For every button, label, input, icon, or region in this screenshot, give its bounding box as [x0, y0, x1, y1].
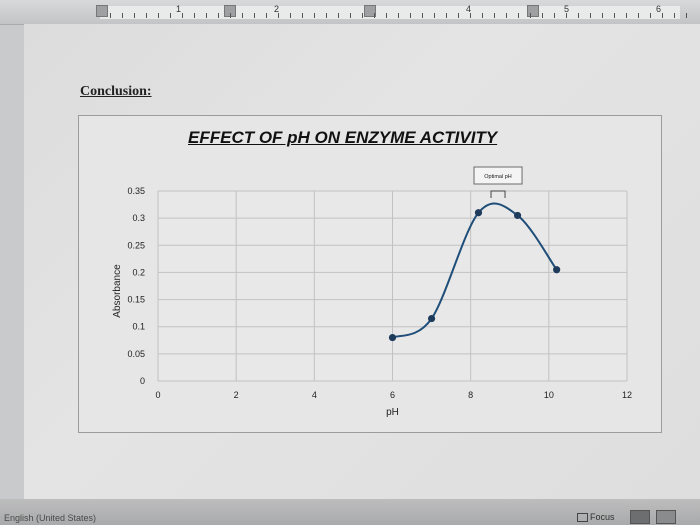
- ruler-tick: [278, 13, 279, 18]
- x-tick-label: 4: [312, 390, 317, 400]
- y-tick-label: 0.25: [127, 240, 145, 250]
- ruler-tick: [122, 13, 123, 18]
- ruler-tick: [146, 13, 147, 18]
- data-point: [553, 266, 561, 274]
- ruler-tick: [662, 13, 663, 18]
- language-status[interactable]: English (United States): [4, 513, 97, 523]
- ruler-tick: [554, 13, 555, 18]
- ruler-number: 2: [274, 4, 280, 14]
- x-tick-label: 6: [390, 390, 395, 400]
- ruler-tick: [518, 13, 519, 18]
- ruler[interactable]: 1 2 4 5 6: [0, 0, 700, 25]
- ruler-tick: [494, 13, 495, 18]
- ruler-number: 6: [656, 4, 662, 14]
- ruler-tick: [566, 13, 567, 18]
- ruler-tick: [266, 13, 267, 18]
- ruler-tick: [374, 13, 375, 18]
- x-tick-label: 10: [544, 390, 554, 400]
- ruler-tick: [470, 13, 471, 18]
- x-tick-label: 0: [155, 390, 160, 400]
- status-bar: English (United States) Focus: [0, 499, 700, 525]
- ruler-tick: [314, 13, 315, 18]
- ruler-tick: [446, 13, 447, 18]
- focus-icon[interactable]: [577, 513, 588, 522]
- ruler-tick: [182, 13, 183, 18]
- ruler-tick: [458, 13, 459, 18]
- y-tick-label: 0.15: [127, 295, 145, 305]
- ruler-tick: [206, 13, 207, 18]
- y-tick-label: 0.1: [132, 322, 145, 332]
- ruler-number: 5: [564, 4, 570, 14]
- data-point: [474, 209, 483, 217]
- y-tick-label: 0.2: [132, 267, 145, 277]
- annotation-bracket: [490, 190, 506, 198]
- x-tick-label: 2: [234, 390, 239, 400]
- y-tick-label: 0.05: [127, 349, 145, 359]
- ruler-tick: [530, 13, 531, 18]
- ruler-tick: [422, 13, 423, 18]
- ruler-tick: [110, 13, 111, 18]
- annotation-box: [473, 166, 523, 185]
- ruler-tick: [398, 13, 399, 18]
- ruler-tick: [134, 13, 135, 18]
- ruler-tick: [602, 13, 603, 18]
- ruler-tick: [638, 13, 639, 18]
- ruler-tick: [230, 13, 231, 18]
- print-layout-view-button[interactable]: [630, 510, 650, 524]
- ruler-tick: [674, 13, 675, 18]
- ruler-tick: [290, 13, 291, 18]
- ruler-tick: [386, 13, 387, 18]
- x-tick-label: 8: [468, 390, 473, 400]
- y-tick-label: 0.35: [127, 186, 145, 196]
- data-point: [388, 333, 397, 342]
- ruler-tick: [242, 13, 243, 18]
- y-tick-label: 0.3: [132, 213, 145, 223]
- ruler-tick: [686, 13, 687, 18]
- ruler-tick: [578, 13, 579, 18]
- ruler-tick: [614, 13, 615, 18]
- ruler-tick: [170, 13, 171, 18]
- ruler-number: 1: [176, 4, 182, 14]
- ruler-number: 4: [466, 4, 472, 14]
- ruler-tick: [626, 13, 627, 18]
- x-axis-label: pH: [386, 407, 399, 418]
- chart-title: EFFECT OF pH ON ENZYME ACTIVITY: [188, 128, 498, 147]
- ruler-tick: [218, 13, 219, 18]
- ruler-tick: [350, 13, 351, 18]
- ruler-tick: [482, 13, 483, 18]
- annotation-label: Optimal pH: [484, 174, 512, 180]
- ruler-tick: [326, 13, 327, 18]
- ruler-tick: [194, 13, 195, 18]
- ruler-tick: [410, 13, 411, 18]
- ruler-tick: [650, 13, 651, 18]
- web-layout-view-button[interactable]: [656, 510, 676, 524]
- ruler-tick: [506, 13, 507, 18]
- ruler-tick: [254, 13, 255, 18]
- tab-marker[interactable]: [364, 5, 376, 17]
- ruler-tick: [362, 13, 363, 18]
- x-tick-label: 12: [622, 390, 632, 400]
- ruler-tick: [302, 13, 303, 18]
- left-indent-marker[interactable]: [96, 5, 108, 17]
- ruler-tick: [434, 13, 435, 18]
- ruler-tick: [338, 13, 339, 18]
- conclusion-heading: Conclusion:: [80, 84, 152, 99]
- data-point: [427, 314, 436, 323]
- ruler-tick: [542, 13, 543, 18]
- y-axis-label: Absorbance: [112, 264, 123, 318]
- ruler-tick: [158, 13, 159, 18]
- focus-button[interactable]: Focus: [590, 512, 615, 522]
- data-point: [513, 211, 522, 220]
- y-tick-label: 0: [140, 376, 145, 386]
- ruler-tick: [590, 13, 591, 18]
